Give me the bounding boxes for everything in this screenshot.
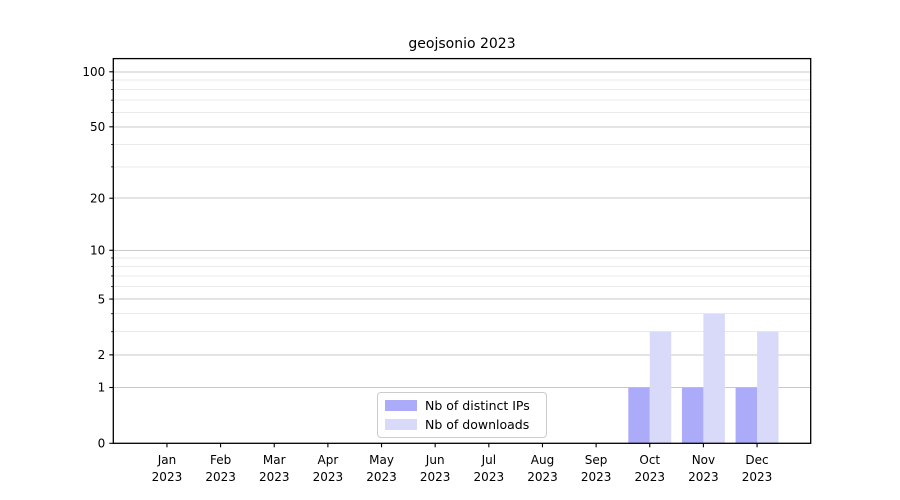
y-tick-label: 2 bbox=[98, 348, 106, 362]
x-tick-label-year: 2023 bbox=[634, 470, 665, 484]
x-tick-label-month: Jul bbox=[481, 453, 496, 467]
x-tick-label-year: 2023 bbox=[205, 470, 236, 484]
x-tick-label-month: Jun bbox=[425, 453, 445, 467]
x-tick-label-year: 2023 bbox=[366, 470, 397, 484]
legend-label-distinct-ips: Nb of distinct IPs bbox=[425, 397, 530, 413]
bar bbox=[703, 313, 725, 444]
legend-swatch-downloads bbox=[385, 419, 417, 431]
x-tick-label-year: 2023 bbox=[527, 470, 558, 484]
legend-item-downloads: Nb of downloads bbox=[385, 416, 538, 434]
x-tick-label-year: 2023 bbox=[152, 470, 183, 484]
chart-title: geojsonio 2023 bbox=[408, 36, 516, 52]
x-tick-label-year: 2023 bbox=[581, 470, 612, 484]
x-tick-label-year: 2023 bbox=[688, 470, 719, 484]
y-tick-label: 0 bbox=[98, 437, 106, 451]
x-tick-label-month: Feb bbox=[210, 453, 231, 467]
x-tick-label-year: 2023 bbox=[474, 470, 505, 484]
bar bbox=[735, 387, 758, 444]
y-tick-label: 20 bbox=[90, 191, 105, 205]
x-tick-label-month: Sep bbox=[585, 453, 608, 467]
legend-item-distinct-ips: Nb of distinct IPs bbox=[385, 396, 538, 414]
plot-border bbox=[112, 57, 812, 444]
x-tick-label-month: May bbox=[369, 453, 394, 467]
x-tick-label-month: Dec bbox=[745, 453, 768, 467]
bar bbox=[681, 387, 704, 444]
y-tick-label: 10 bbox=[90, 243, 105, 257]
legend: Nb of distinct IPs Nb of downloads bbox=[377, 392, 547, 438]
x-tick-label-month: Apr bbox=[318, 453, 339, 467]
y-tick-label: 100 bbox=[82, 65, 105, 79]
y-tick-label: 50 bbox=[90, 120, 105, 134]
x-tick-label-year: 2023 bbox=[420, 470, 451, 484]
legend-swatch-distinct-ips bbox=[385, 399, 417, 411]
x-tick-label-month: Jan bbox=[157, 453, 177, 467]
bar bbox=[628, 387, 650, 444]
x-tick-label-month: Mar bbox=[263, 453, 286, 467]
bar bbox=[757, 331, 779, 444]
legend-label-downloads: Nb of downloads bbox=[425, 417, 530, 433]
x-tick-label-year: 2023 bbox=[742, 470, 773, 484]
x-tick-label-month: Oct bbox=[639, 453, 660, 467]
x-tick-label-month: Nov bbox=[692, 453, 715, 467]
y-tick-label: 1 bbox=[98, 381, 106, 395]
x-tick-label-year: 2023 bbox=[259, 470, 290, 484]
x-tick-label-month: Aug bbox=[531, 453, 554, 467]
x-tick-label-year: 2023 bbox=[313, 470, 344, 484]
y-tick-label: 5 bbox=[98, 292, 106, 306]
bar bbox=[649, 331, 672, 444]
